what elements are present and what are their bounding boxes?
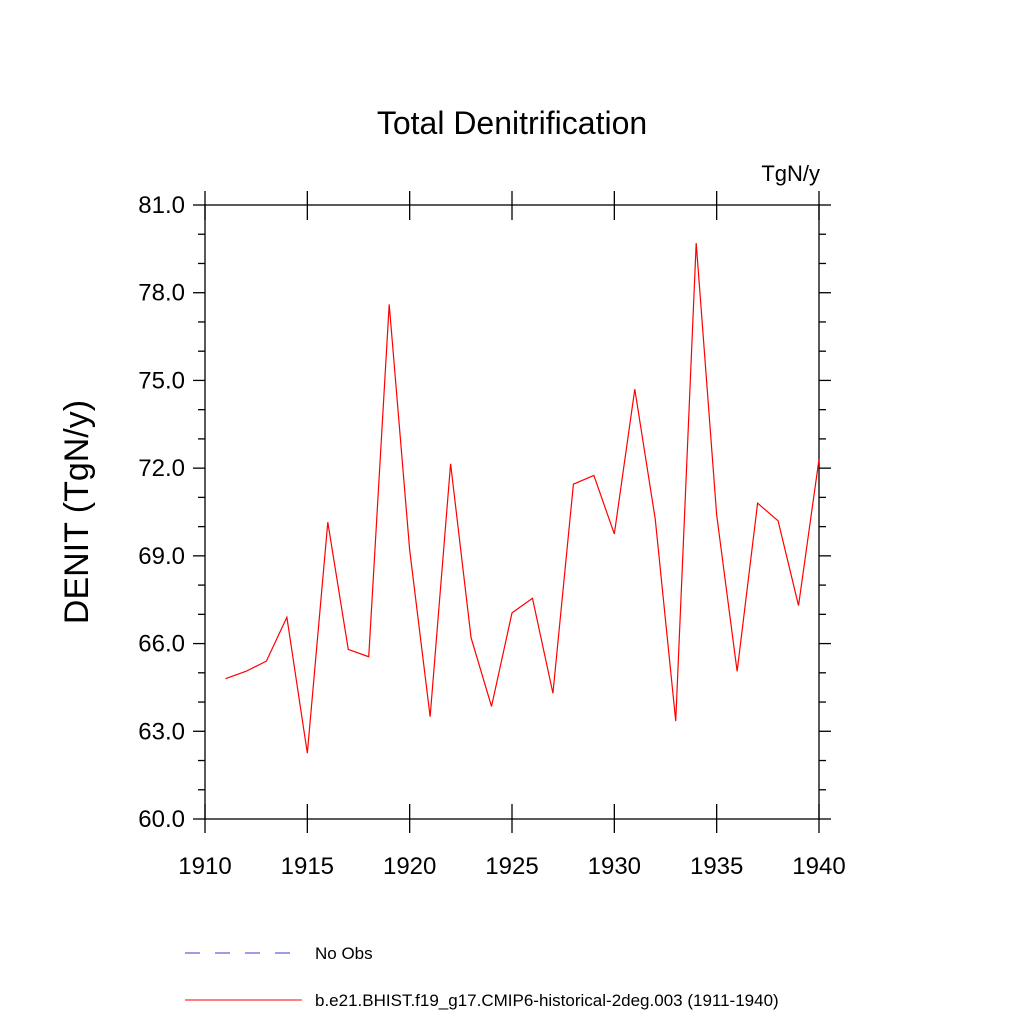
axes: 1910 1915 1920 1925 1930 1935 1940 60.0 63.0 66.0…: [138, 191, 846, 880]
x-tick-label: 1930: [588, 853, 641, 880]
plot-frame: [204, 204, 820, 820]
y-tick-label: 78.0: [138, 280, 185, 307]
series-line-1: [225, 242, 820, 754]
y-tick-label: 72.0: [138, 455, 185, 482]
units-label: TgN/y: [761, 161, 820, 186]
legend-label-0: No Obs: [315, 944, 373, 963]
legend-label-1: b.e21.BHIST.f19_g17.CMIP6-historical-2de…: [315, 991, 779, 1010]
x-tick-label: 1940: [792, 853, 845, 880]
x-tick-label: 1915: [281, 853, 334, 880]
y-axis-label: DENIT (TgN/y): [58, 400, 96, 624]
x-tick-label: 1910: [178, 853, 231, 880]
x-tick-label: 1935: [690, 853, 743, 880]
legend: No Obs b.e21.BHIST.f19_g17.CMIP6-historic…: [185, 944, 779, 1010]
y-tick-label: 81.0: [138, 192, 185, 219]
y-tick-label: 69.0: [138, 543, 185, 570]
chart-title: Total Denitrification: [377, 105, 647, 141]
y-tick-label: 63.0: [138, 718, 185, 745]
x-tick-label: 1925: [485, 853, 538, 880]
y-tick-label: 60.0: [138, 806, 185, 833]
y-tick-label: 66.0: [138, 631, 185, 658]
plot-series: [225, 242, 820, 754]
x-tick-label: 1920: [383, 853, 436, 880]
y-tick-label: 75.0: [138, 367, 185, 394]
